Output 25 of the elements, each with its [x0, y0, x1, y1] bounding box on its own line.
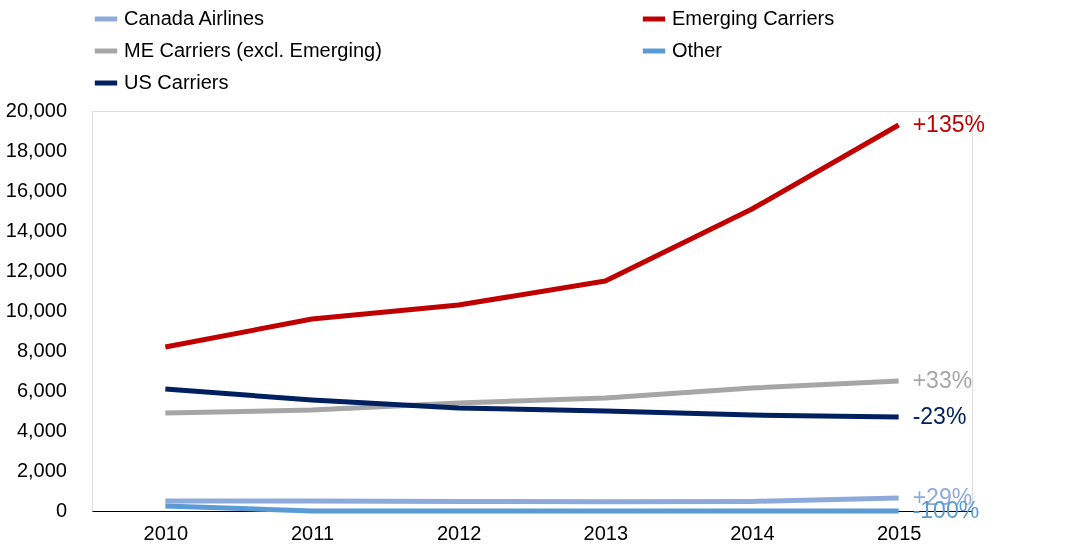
legend-label: ME Carriers (excl. Emerging) [124, 39, 382, 61]
y-tick-label: 14,000 [5, 219, 67, 241]
y-tick-label: 0 [55, 499, 67, 521]
annotation: +33% [912, 367, 973, 393]
x-tick-label: 2013 [583, 521, 629, 544]
annotation: +135% [912, 111, 985, 137]
y-tick-label: 10,000 [5, 299, 67, 321]
y-tick-label: 18,000 [5, 139, 67, 161]
x-tick-label: 2011 [290, 521, 335, 544]
annotation: -23% [912, 403, 967, 429]
y-tick-label: 4,000 [16, 419, 67, 441]
legend-label: US Carriers [124, 71, 229, 93]
legend-label: Emerging Carriers [672, 7, 835, 29]
y-tick-label: 2,000 [16, 459, 67, 481]
x-tick-label: 2015 [876, 521, 922, 544]
x-tick-label: 2014 [730, 521, 775, 544]
x-tick-label: 2010 [143, 521, 189, 544]
y-tick-label: 16,000 [5, 179, 67, 201]
y-tick-label: 12,000 [5, 259, 67, 281]
legend-label: Other [672, 39, 723, 61]
legend-label: Canada Airlines [124, 7, 265, 29]
y-tick-label: 8,000 [16, 339, 67, 361]
x-tick-label: 2012 [436, 521, 482, 544]
y-tick-label: 20,000 [5, 99, 67, 121]
y-tick-label: 6,000 [16, 379, 67, 401]
